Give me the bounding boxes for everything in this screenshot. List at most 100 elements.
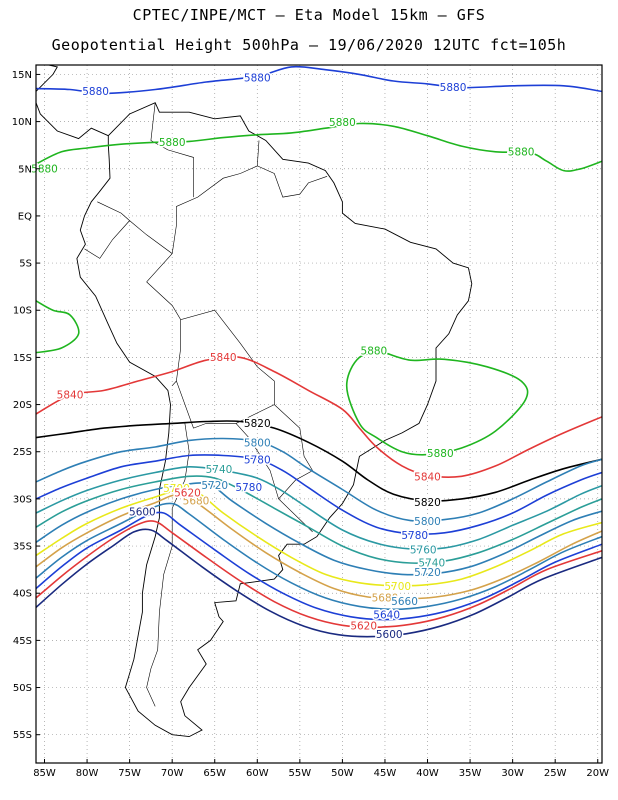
- lon-tick-label: 75W: [118, 768, 141, 779]
- contour-label-5740: 5740: [206, 464, 233, 476]
- lat-tick-label: 5S: [19, 259, 32, 270]
- country-border: [146, 423, 190, 707]
- contour-label-5840: 5840: [210, 352, 237, 364]
- contour-5760: [36, 465, 602, 551]
- contour-label-5720: 5720: [414, 567, 441, 579]
- map-frame: [35, 64, 603, 764]
- lon-tick-label: 55W: [289, 768, 312, 779]
- lon-tick-label: 65W: [203, 768, 226, 779]
- lat-tick-label: 15S: [13, 353, 32, 364]
- contour-label-5880: 5880: [31, 163, 58, 175]
- contour-5880: [36, 300, 80, 354]
- contour-label-5600: 5600: [376, 629, 403, 641]
- contour-label-5740: 5740: [418, 558, 445, 570]
- contour-label-5700: 5700: [163, 483, 190, 495]
- country-border: [84, 201, 131, 259]
- contour-label-5880: 5880: [82, 86, 109, 98]
- central-america-coastline: [36, 65, 109, 140]
- lat-tick-label: 50S: [13, 683, 32, 694]
- axis-ticks: 15N 10N 5N EQ 5S 10S 15S 20S 25S 30S 35S 40S 45S 50S 5…: [12, 70, 609, 779]
- contour-5600: [36, 528, 602, 638]
- country-border: [257, 165, 328, 198]
- contour-label-5780: 5780: [244, 455, 271, 467]
- contour-label-5700: 5700: [384, 581, 411, 593]
- contour-label-5880: 5880: [361, 345, 388, 357]
- lon-tick-label: 30W: [501, 768, 524, 779]
- contour-label-5880: 5880: [159, 137, 186, 149]
- lat-tick-label: 55S: [13, 730, 32, 741]
- lat-tick-label: 20S: [13, 400, 32, 411]
- contour-label-5620: 5620: [350, 621, 377, 633]
- lat-tick-label: 35S: [13, 542, 32, 553]
- contour-5800: [36, 437, 602, 523]
- lat-tick-label: 40S: [13, 589, 32, 600]
- contour-5660: [36, 502, 602, 611]
- contour-5680: [36, 494, 602, 600]
- lat-tick-label: 10S: [13, 306, 32, 317]
- lon-tick-label: 40W: [416, 768, 439, 779]
- map-title-line2: Geopotential Height 500hPa – 19/06/2020 …: [51, 36, 567, 54]
- contour-label-5680: 5680: [183, 495, 210, 507]
- lon-tick-label: 70W: [161, 768, 184, 779]
- contour-label-5880: 5880: [508, 146, 535, 158]
- lon-tick-label: 60W: [246, 768, 269, 779]
- contour-5780: [36, 454, 602, 536]
- contour-5880: [36, 122, 602, 172]
- lat-tick-label: 30S: [13, 494, 32, 505]
- lon-tick-label: 45W: [374, 768, 397, 779]
- contour-5740: [36, 475, 602, 564]
- lon-tick-label: 20W: [586, 768, 609, 779]
- country-border: [146, 281, 314, 533]
- lon-tick-label: 25W: [544, 768, 567, 779]
- lat-tick-label: 10N: [12, 117, 32, 128]
- contour-label-5880: 5880: [440, 82, 467, 94]
- contour-5840: [36, 355, 602, 478]
- graticule-grid: [36, 65, 602, 763]
- lat-tick-label: 25S: [13, 447, 32, 458]
- contour-label-5780: 5780: [401, 530, 428, 542]
- country-border: [176, 319, 275, 429]
- lat-tick-label: 45S: [13, 636, 32, 647]
- contour-label-5840: 5840: [414, 472, 441, 484]
- contour-5720: [36, 482, 602, 576]
- contour-label-5880: 5880: [427, 448, 454, 460]
- contour-5700: [36, 488, 602, 587]
- country-border: [171, 380, 177, 386]
- contour-5820: [36, 420, 602, 502]
- contour-label-5620: 5620: [174, 488, 201, 500]
- contour-label-5800: 5800: [414, 516, 441, 528]
- contour-label-5840: 5840: [57, 390, 84, 402]
- south-america-outline: [36, 65, 473, 738]
- contour-label-5720: 5720: [201, 480, 228, 492]
- country-border: [150, 102, 194, 198]
- lat-tick-label: 5N: [18, 164, 32, 175]
- contour-label-5680: 5680: [372, 592, 399, 604]
- contour-label-5780: 5780: [235, 482, 262, 494]
- contour-5640: [36, 511, 602, 621]
- height-contours: [36, 65, 602, 638]
- lon-tick-label: 35W: [459, 768, 482, 779]
- country-border: [171, 140, 260, 254]
- contour-label-5600: 5600: [129, 507, 156, 519]
- contour-5880: [36, 65, 602, 95]
- contour-labels: 5880 5880 5880 5880 5880 5880 5880 5880 5880 5840…: [30, 71, 536, 643]
- lat-tick-label: EQ: [18, 211, 32, 222]
- lat-tick-label: 15N: [12, 70, 32, 81]
- contour-5620: [36, 520, 602, 629]
- contour-5880: [345, 351, 529, 456]
- country-border: [129, 220, 173, 283]
- lon-tick-label: 80W: [76, 768, 99, 779]
- contour-label-5640: 5640: [373, 609, 400, 621]
- lon-tick-label: 85W: [33, 768, 56, 779]
- contour-label-5820: 5820: [414, 497, 441, 509]
- contour-label-5880: 5880: [244, 73, 271, 85]
- contour-label-5660: 5660: [391, 596, 418, 608]
- contour-label-5820: 5820: [244, 418, 271, 430]
- contour-label-5880: 5880: [329, 117, 356, 129]
- map-title-line1: CPTEC/INPE/MCT – Eta Model 15km – GFS: [132, 6, 486, 24]
- contour-label-5760: 5760: [410, 544, 437, 556]
- lon-tick-label: 50W: [331, 768, 354, 779]
- continent-coastline: [76, 102, 473, 738]
- country-border: [235, 423, 279, 499]
